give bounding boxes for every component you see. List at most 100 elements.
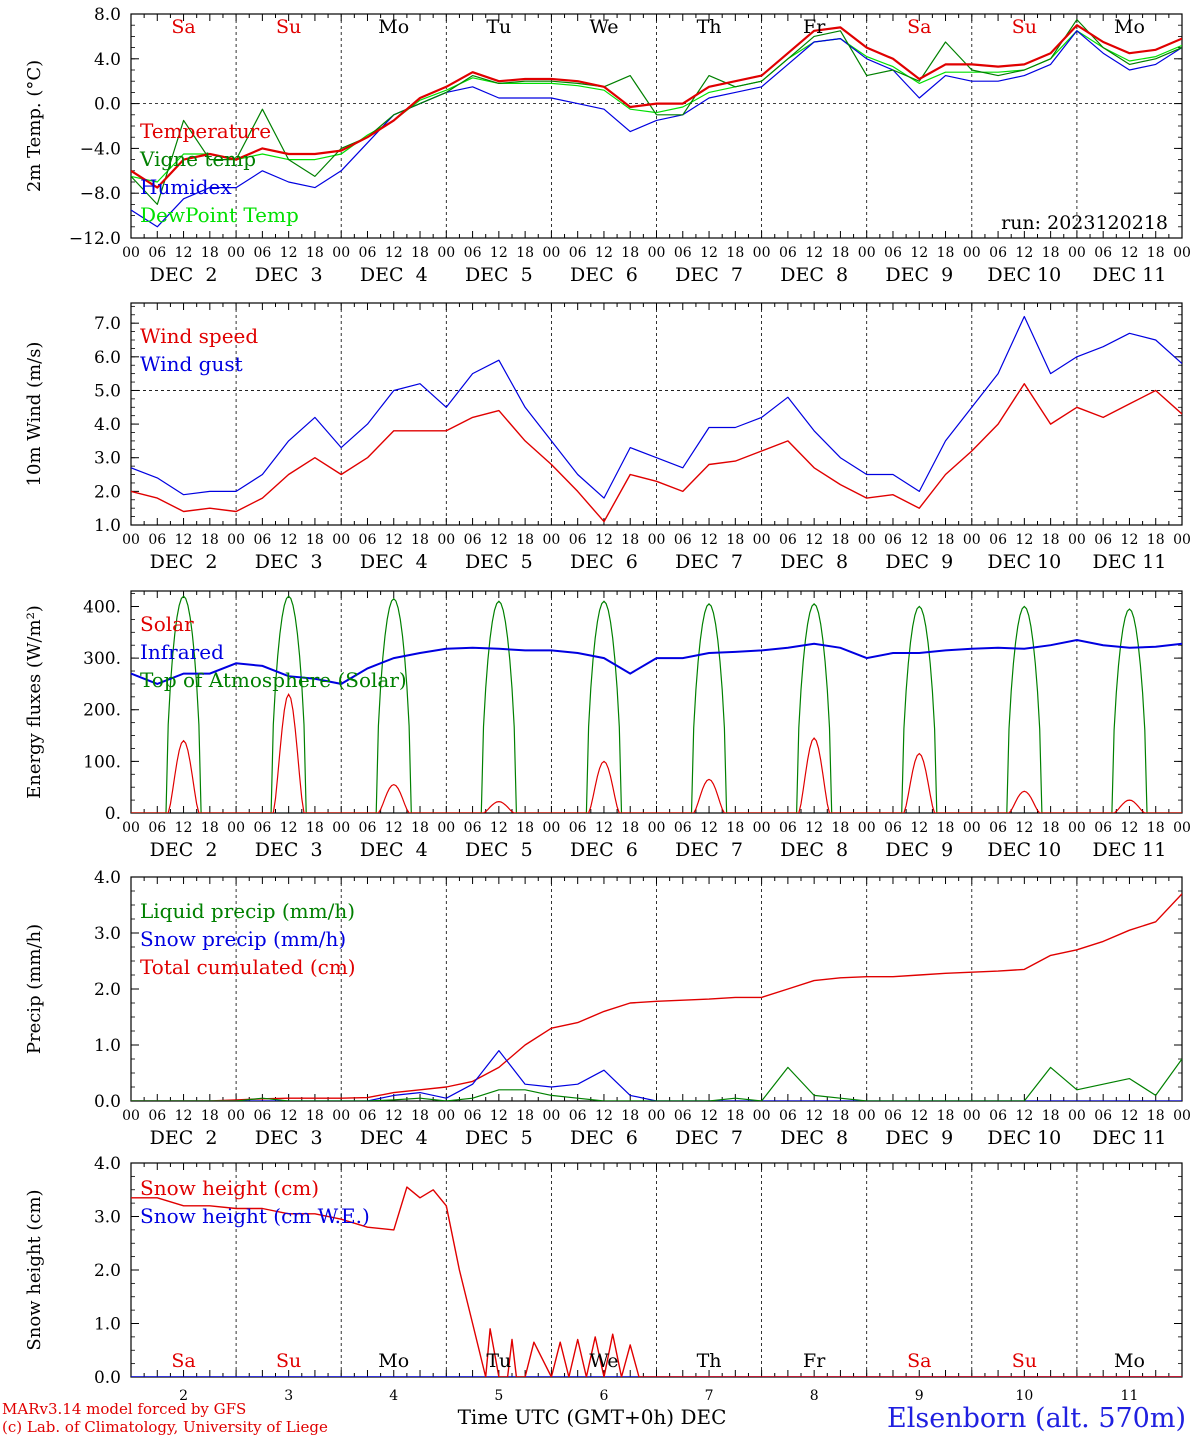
- weekday-label: Sa: [907, 1350, 931, 1372]
- y-tick-label: −12.0: [69, 229, 121, 249]
- date-label: DEC 4: [360, 264, 428, 286]
- chart-panel-1: [130, 13, 1183, 239]
- legend-entry: Infrared: [140, 640, 224, 664]
- hour-tick-label: 06: [674, 820, 692, 836]
- hour-tick-label: 12: [910, 532, 928, 548]
- date-label: DEC 5: [465, 839, 533, 861]
- hour-tick-label: 00: [332, 820, 350, 836]
- hour-tick-label: 00: [753, 820, 771, 836]
- weekday-label: Tu: [486, 1350, 511, 1372]
- hour-tick-label: 18: [937, 1108, 955, 1124]
- date-label: DEC 8: [780, 551, 848, 573]
- date-label: DEC 10: [987, 551, 1061, 573]
- legend-entry: Snow height (cm W.E.): [140, 1204, 370, 1228]
- hour-tick-label: 12: [910, 245, 928, 261]
- hour-tick-label: 12: [175, 532, 193, 548]
- date-label: DEC 4: [360, 551, 428, 573]
- legend-entry: Top of Atmosphere (Solar): [140, 668, 407, 692]
- y-axis-label: Energy fluxes (W/m²): [24, 605, 45, 799]
- hour-tick-label: 00: [1068, 532, 1086, 548]
- y-tick-label: 6.0: [94, 348, 121, 368]
- date-label: DEC 7: [675, 839, 743, 861]
- day-number-label: 9: [915, 1388, 924, 1404]
- y-tick-label: 0.0: [94, 1092, 121, 1112]
- hour-tick-label: 06: [1094, 820, 1112, 836]
- hour-tick-label: 18: [832, 1108, 850, 1124]
- hour-tick-label: 12: [805, 532, 823, 548]
- hour-tick-label: 18: [516, 820, 534, 836]
- hour-tick-label: 00: [858, 245, 876, 261]
- date-label: DEC 5: [465, 264, 533, 286]
- hour-tick-label: 06: [253, 820, 271, 836]
- station-name: Elsenborn (alt. 570m): [887, 1403, 1186, 1434]
- hour-tick-label: 00: [542, 532, 560, 548]
- hour-tick-label: 06: [674, 245, 692, 261]
- series-line-total-cumulated-cm-: [131, 893, 1182, 1101]
- hour-tick-label: 06: [569, 1108, 587, 1124]
- y-tick-label: 2.0: [94, 1261, 121, 1281]
- hour-tick-label: 12: [595, 1108, 613, 1124]
- y-axis-label: 2m Temp. (°C): [24, 60, 45, 192]
- y-tick-label: 1.0: [94, 1036, 121, 1056]
- date-label: DEC 6: [570, 264, 638, 286]
- y-tick-label: 5.0: [94, 381, 121, 401]
- hour-tick-label: 06: [464, 820, 482, 836]
- chart-panel-4: [130, 876, 1183, 1102]
- weekday-label: Th: [697, 1350, 722, 1372]
- date-label: DEC 5: [465, 1127, 533, 1149]
- hour-tick-label: 12: [490, 532, 508, 548]
- hour-tick-label: 00: [858, 820, 876, 836]
- hour-tick-label: 00: [437, 820, 455, 836]
- hour-tick-label: 18: [411, 532, 429, 548]
- weekday-label: Fr: [803, 1350, 826, 1372]
- hour-tick-label: 00: [542, 1108, 560, 1124]
- date-label: DEC 11: [1093, 1127, 1167, 1149]
- hour-tick-label: 00: [753, 1108, 771, 1124]
- series-line-solar: [131, 693, 1182, 813]
- hour-tick-label: 18: [306, 820, 324, 836]
- hour-tick-label: 00: [753, 532, 771, 548]
- hour-tick-label: 12: [595, 820, 613, 836]
- date-label: DEC 9: [885, 551, 953, 573]
- hour-tick-label: 06: [779, 245, 797, 261]
- hour-tick-label: 06: [884, 820, 902, 836]
- hour-tick-label: 12: [805, 245, 823, 261]
- date-label: DEC 11: [1093, 264, 1167, 286]
- series-line-dewpoint-temp: [131, 30, 1182, 183]
- hour-tick-label: 18: [726, 820, 744, 836]
- date-label: DEC 4: [360, 839, 428, 861]
- date-label: DEC 7: [675, 264, 743, 286]
- hour-tick-label: 12: [385, 1108, 403, 1124]
- legend-entry: Temperature: [140, 119, 271, 143]
- y-tick-label: 100.: [83, 752, 121, 772]
- hour-tick-label: 06: [1094, 245, 1112, 261]
- hour-tick-label: 06: [779, 1108, 797, 1124]
- date-label: DEC 3: [255, 839, 323, 861]
- y-tick-label: 0.: [105, 804, 121, 824]
- hour-tick-label: 18: [201, 820, 219, 836]
- hour-tick-label: 06: [674, 1108, 692, 1124]
- hour-tick-label: 06: [359, 1108, 377, 1124]
- hour-tick-label: 18: [937, 245, 955, 261]
- hour-tick-label: 12: [1121, 532, 1139, 548]
- hour-tick-label: 06: [464, 532, 482, 548]
- series-line-temperature: [131, 24, 1182, 189]
- legend-entry: Wind gust: [140, 352, 243, 376]
- series-line-vigne-temp: [131, 19, 1182, 205]
- day-number-label: 5: [494, 1388, 503, 1404]
- hour-tick-label: 00: [332, 245, 350, 261]
- date-label: DEC 2: [150, 839, 218, 861]
- y-tick-label: 3.0: [94, 924, 121, 944]
- hour-tick-label: 00: [648, 820, 666, 836]
- legend-entry: Snow height (cm): [140, 1176, 319, 1200]
- y-tick-label: 1.0: [94, 516, 121, 536]
- hour-tick-label: 00: [963, 245, 981, 261]
- weekday-label: Mo: [1114, 1350, 1145, 1372]
- y-tick-label: 3.0: [94, 1208, 121, 1228]
- hour-tick-label: 12: [910, 820, 928, 836]
- hour-tick-label: 12: [280, 820, 298, 836]
- hour-tick-label: 12: [700, 245, 718, 261]
- weekday-label: Sa: [171, 16, 195, 38]
- hour-tick-label: 00: [1068, 245, 1086, 261]
